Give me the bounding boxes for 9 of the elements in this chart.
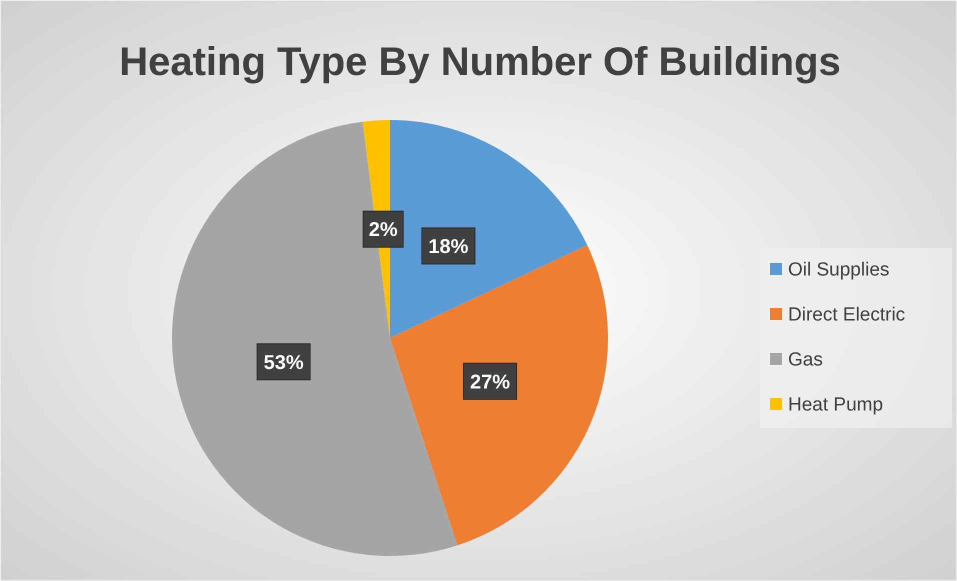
data-label: 18% — [428, 236, 469, 258]
legend-label: Oil Supplies — [788, 260, 890, 281]
data-label: 53% — [264, 352, 304, 374]
chart-title: Heating Type By Number Of Buildings — [119, 40, 841, 84]
legend-label: Heat Pump — [788, 394, 884, 416]
data-label: 2% — [368, 219, 398, 242]
legend-label: Gas — [788, 350, 823, 371]
data-label: 27% — [470, 371, 510, 394]
legend-label: Direct Electric — [788, 304, 906, 326]
